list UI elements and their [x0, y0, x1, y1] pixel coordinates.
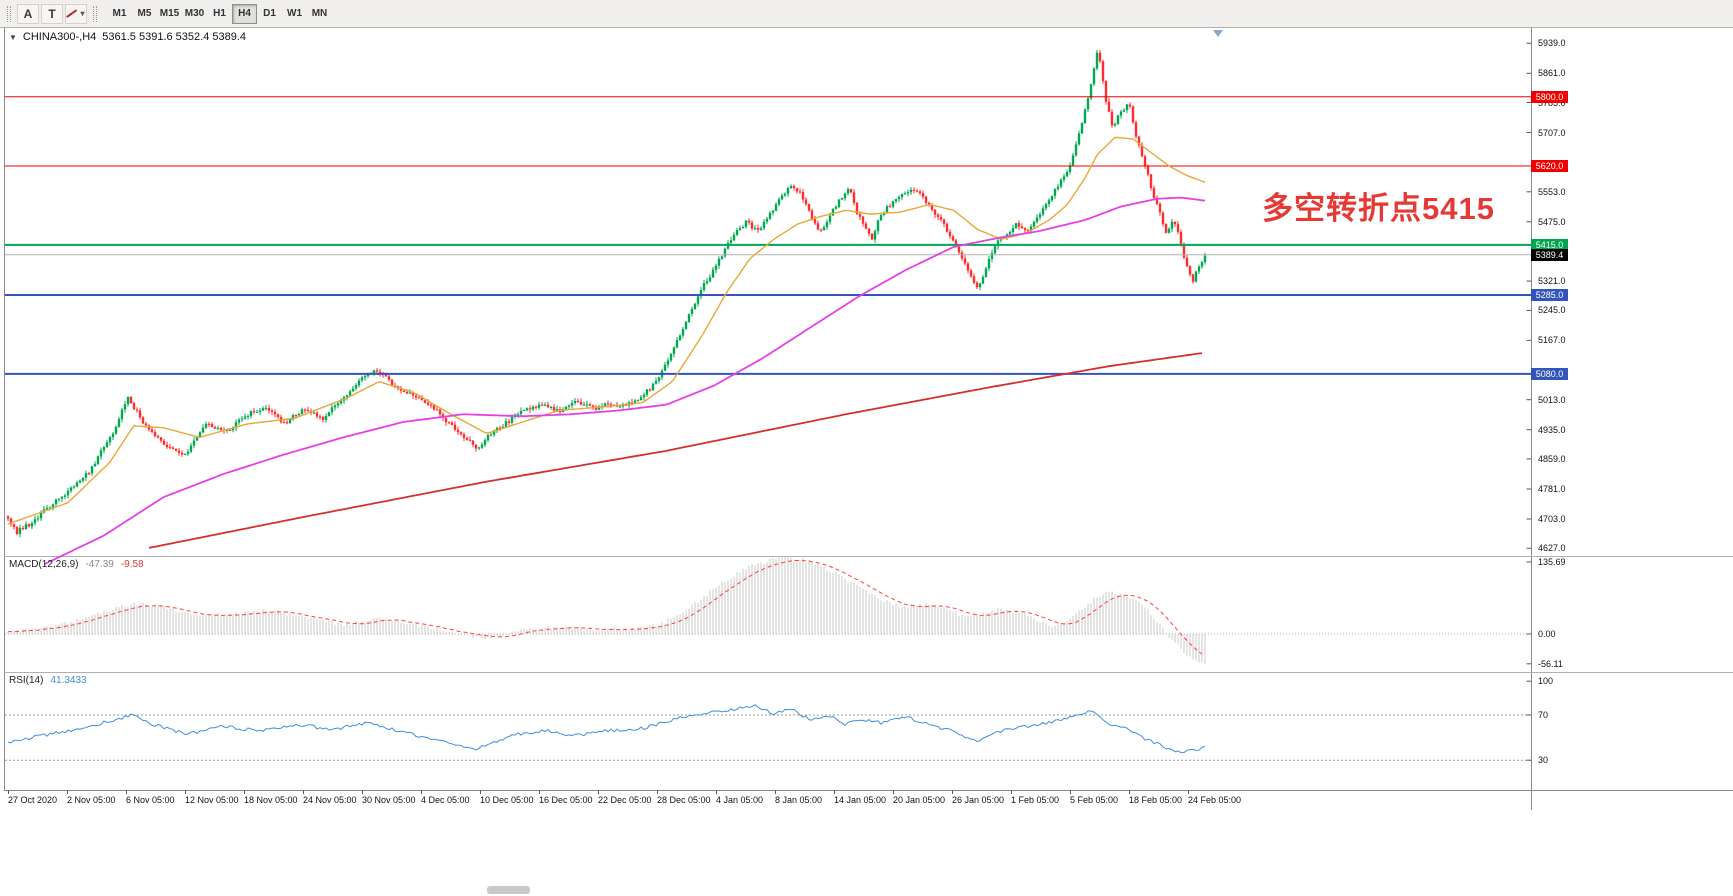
x-axis-label: 5 Feb 05:00	[1070, 795, 1119, 805]
x-axis-label: 18 Nov 05:00	[244, 795, 298, 805]
x-axis-label: 10 Dec 05:00	[480, 795, 534, 805]
y-axis-label: -56.11	[1538, 658, 1563, 669]
y-axis-label: 5245.0	[1538, 305, 1566, 316]
y-axis-label: 0.00	[1538, 629, 1556, 639]
macd-name: MACD(12,26,9)	[9, 559, 79, 570]
toolbar-grip[interactable]	[93, 5, 97, 22]
rsi-name: RSI(14)	[9, 675, 44, 686]
y-axis-label: 4627.0	[1538, 543, 1566, 554]
level-badge-5415.0: 5415.0	[1531, 238, 1568, 251]
timeframe-button-m5[interactable]: M5	[132, 4, 157, 24]
collapse-icon[interactable]: ▼	[9, 32, 17, 42]
level-badge-5080.0: 5080.0	[1531, 367, 1568, 380]
x-axis-label: 16 Dec 05:00	[539, 795, 593, 805]
timeframe-button-m30[interactable]: M30	[182, 4, 207, 24]
y-axis-label: 5939.0	[1538, 38, 1566, 49]
time-axis[interactable]: 27 Oct 2020 2 Nov 05:00 6 Nov 05:00 12 Nov …	[0, 791, 1733, 811]
chevron-down-icon: ▾	[80, 9, 85, 18]
y-axis-label: 4781.0	[1538, 483, 1566, 494]
macd-value-main: -47.39	[85, 559, 114, 570]
level-badge-5285.0: 5285.0	[1531, 288, 1568, 301]
macd-value-signal: -9.58	[120, 559, 144, 570]
timeframe-group: M1 M5 M15 M30 H1 H4 D1 W1 MN	[107, 3, 332, 24]
x-axis-label: 4 Dec 05:00	[421, 795, 470, 805]
annotation-text: 多空转折点5415	[1262, 191, 1495, 226]
timeframe-button-h4[interactable]: H4	[232, 3, 257, 24]
y-axis-label: 30	[1538, 755, 1549, 766]
x-axis-label: 24 Nov 05:00	[303, 795, 357, 805]
x-axis-label: 27 Oct 2020	[8, 795, 58, 805]
x-axis-label: 22 Dec 05:00	[598, 795, 652, 805]
timeframe-button-mn[interactable]: MN	[307, 4, 332, 24]
rsi-value: 41.3433	[50, 675, 87, 686]
chart-shift-marker[interactable]	[1213, 30, 1223, 37]
timeframe-button-m15[interactable]: M15	[157, 4, 182, 24]
x-axis-label: 1 Feb 05:00	[1011, 795, 1060, 805]
x-axis-label: 2 Nov 05:00	[67, 795, 116, 805]
level-badge-5620.0: 5620.0	[1531, 160, 1568, 173]
y-axis-label: 4859.0	[1538, 453, 1566, 464]
horizontal-scrollbar-thumb[interactable]	[487, 886, 530, 894]
y-axis-label: 5321.0	[1538, 276, 1566, 287]
price-axis[interactable]: 5939.05861.05785.05707.05553.05475.05321…	[1531, 28, 1733, 790]
y-axis-label: 5475.0	[1538, 216, 1566, 227]
symbol-period-label: CHINA300-,H4	[22, 31, 97, 43]
y-axis-label: 100	[1538, 676, 1554, 687]
chart-title: ▼ CHINA300-,H4 5361.5 5391.6 5352.4 5389…	[9, 31, 246, 43]
x-axis-label: 18 Feb 05:00	[1129, 795, 1183, 805]
x-axis-label: 24 Feb 05:00	[1188, 795, 1242, 805]
timeframe-button-d1[interactable]: D1	[257, 4, 282, 24]
x-axis-label: 26 Jan 05:00	[952, 795, 1005, 805]
y-axis-label: 70	[1538, 710, 1549, 721]
x-axis-label: 14 Jan 05:00	[834, 795, 887, 805]
rsi-label: RSI(14) 41.3433	[9, 675, 87, 686]
y-axis-label: 4703.0	[1538, 513, 1566, 524]
toolbar: A T ▾ M1 M5 M15 M30 H1 H4 D1 W1 MN	[0, 0, 1733, 27]
text-tool-button[interactable]: T	[41, 3, 63, 24]
y-axis-label: 135.69	[1538, 557, 1566, 568]
x-axis-label: 4 Jan 05:00	[716, 795, 764, 805]
y-axis-label: 5707.0	[1538, 127, 1566, 138]
y-axis-label: 5167.0	[1538, 335, 1566, 346]
y-axis-label: 5013.0	[1538, 394, 1566, 405]
level-badge-5800.0: 5800.0	[1531, 90, 1568, 103]
macd-label: MACD(12,26,9) -47.39 -9.58	[9, 559, 144, 570]
x-axis-label: 30 Nov 05:00	[362, 795, 416, 805]
ohlc-values: 5361.5 5391.6 5352.4 5389.4	[102, 31, 247, 43]
timeframe-button-w1[interactable]: W1	[282, 4, 307, 24]
x-axis-label: 20 Jan 05:00	[893, 795, 946, 805]
y-axis-label: 4935.0	[1538, 424, 1566, 435]
x-axis-label: 8 Jan 05:00	[775, 795, 823, 805]
timeframe-button-m1[interactable]: M1	[107, 4, 132, 24]
y-axis-label: 5553.0	[1538, 186, 1566, 197]
current-price-badge: 5389.4	[1531, 248, 1568, 261]
x-axis-label: 12 Nov 05:00	[185, 795, 239, 805]
toolbar-grip[interactable]	[7, 5, 11, 22]
x-axis-label: 28 Dec 05:00	[657, 795, 711, 805]
x-axis-label: 6 Nov 05:00	[126, 795, 175, 805]
drawing-tools-dropdown-button[interactable]: ▾	[65, 3, 87, 24]
y-axis-label: 5861.0	[1538, 68, 1566, 79]
text-label-tool-button[interactable]: A	[17, 3, 39, 24]
timeframe-button-h1[interactable]: H1	[207, 4, 232, 24]
